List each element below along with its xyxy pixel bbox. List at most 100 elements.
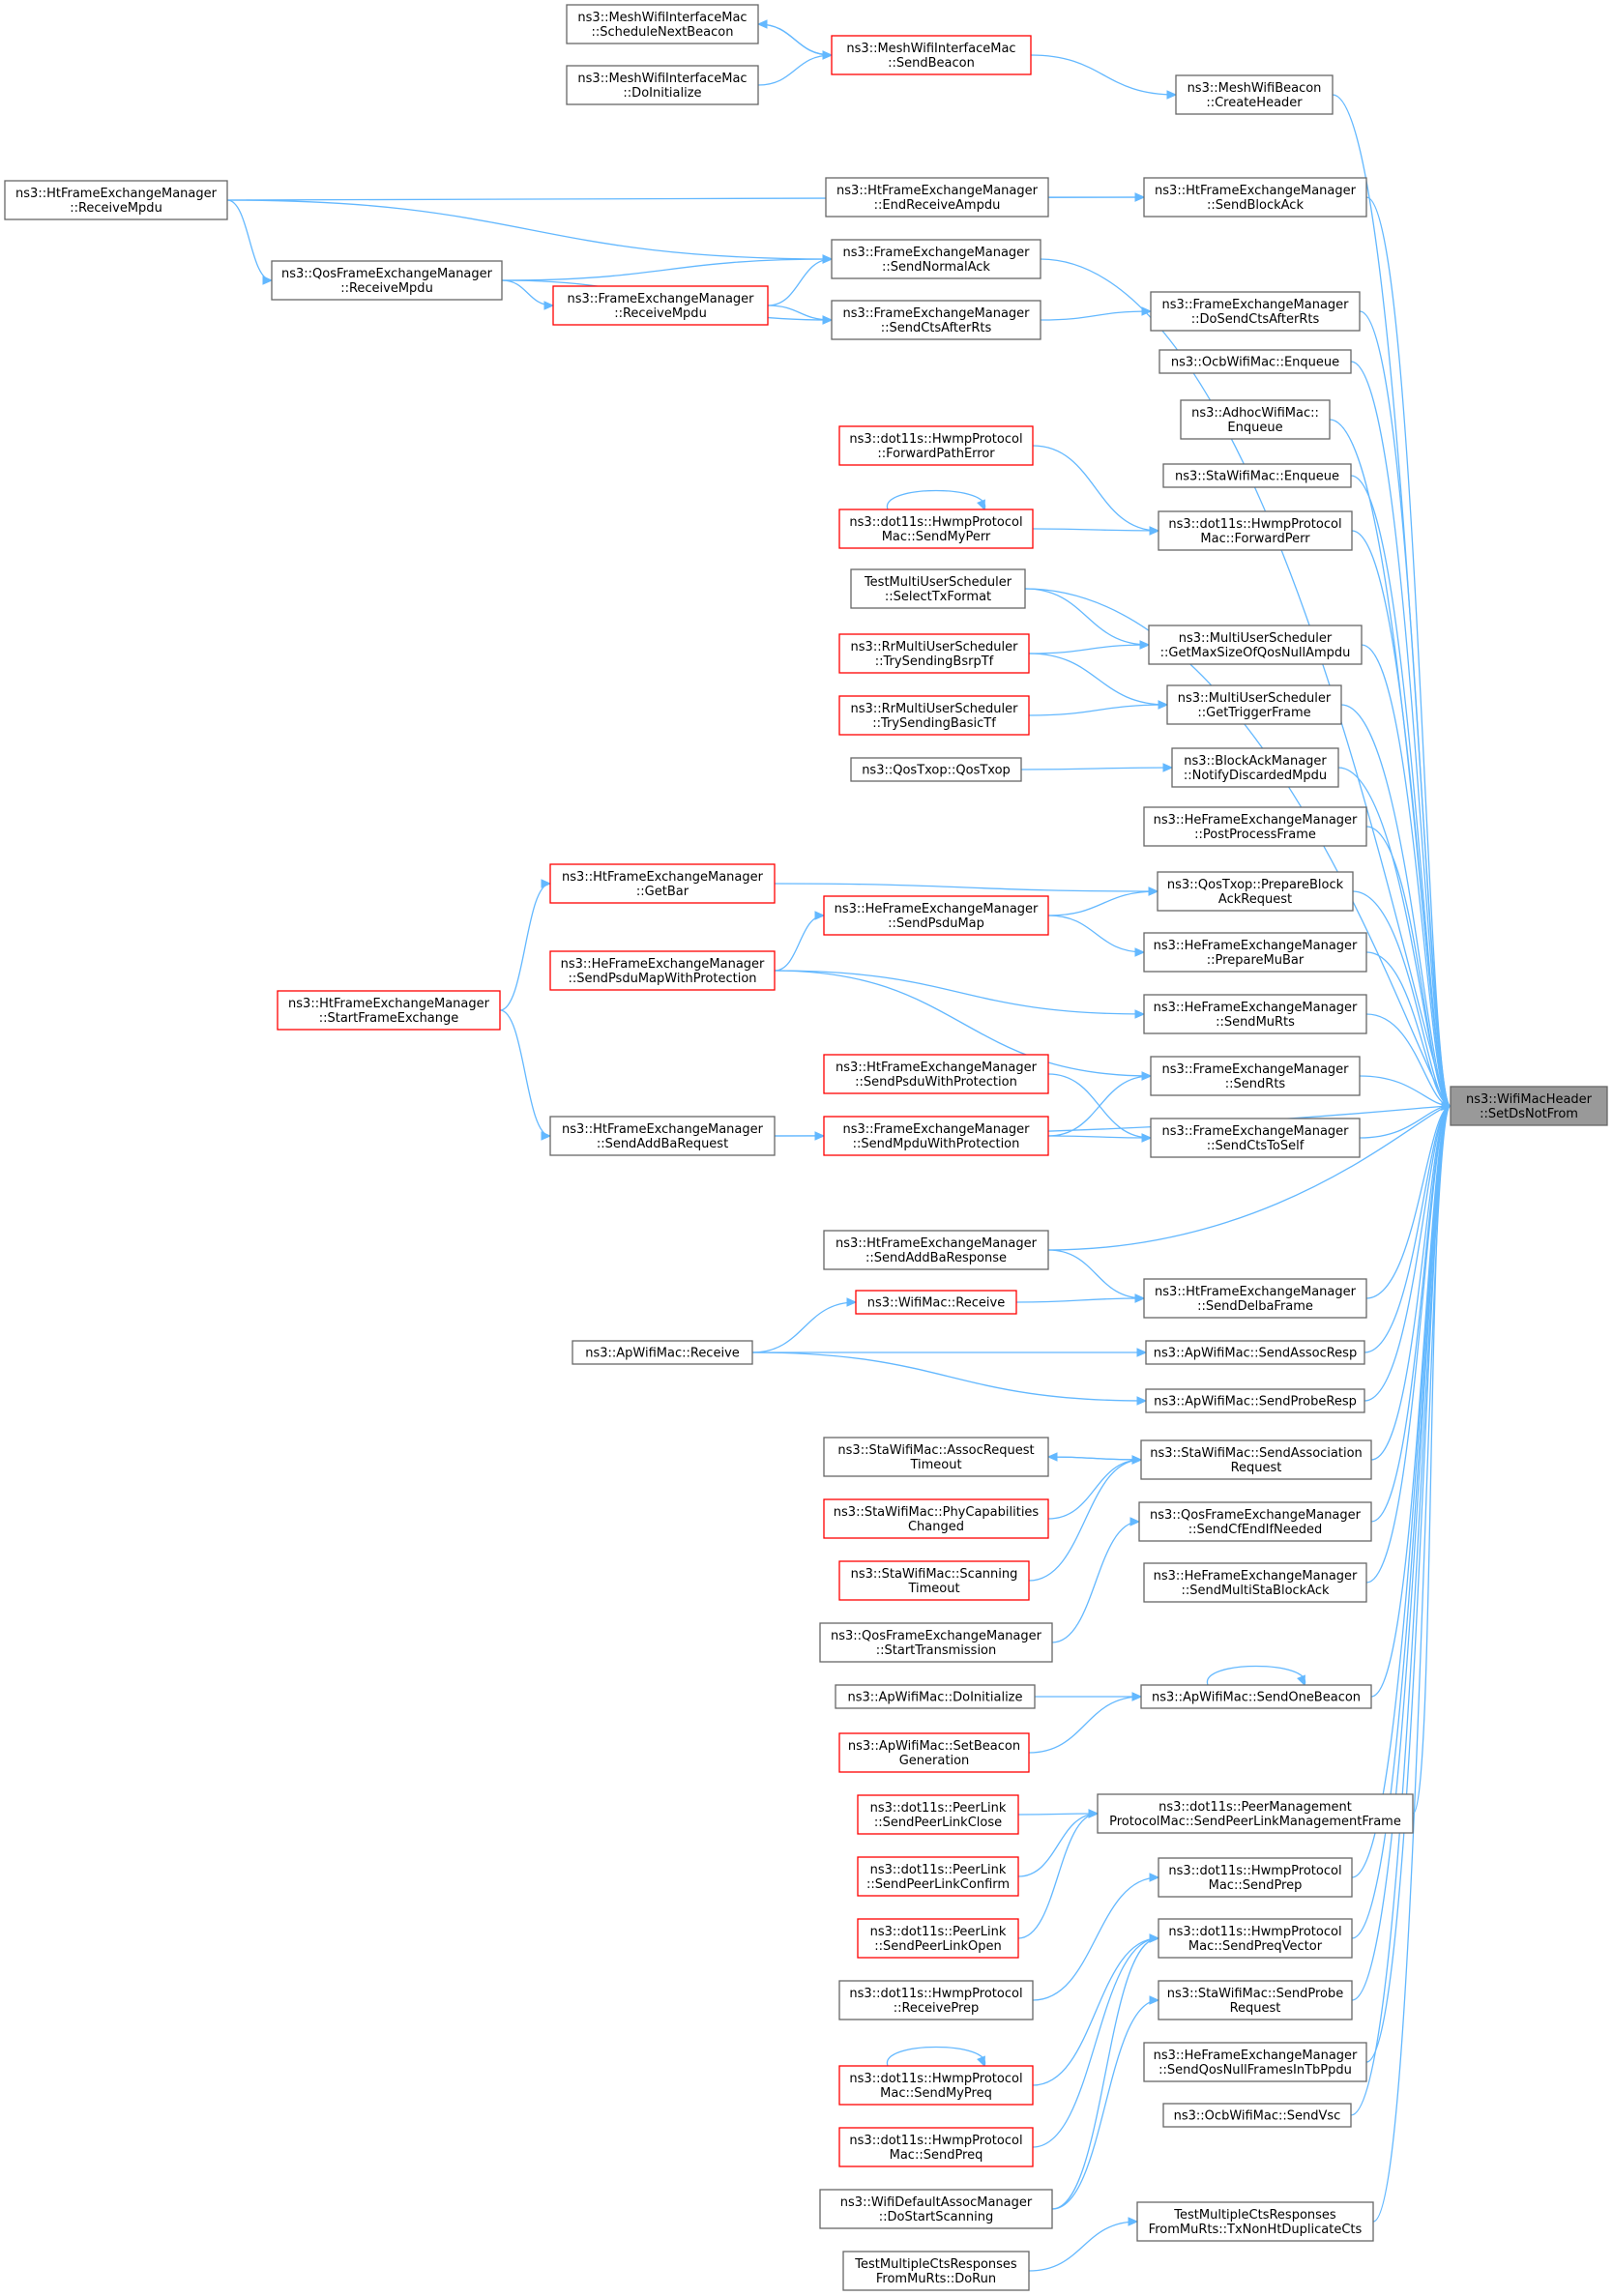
node-hwmp-forwardpatherror[interactable]: ns3::dot11s::HwmpProtocol::ForwardPathEr… <box>838 425 1034 466</box>
node-fem-sendrts[interactable]: ns3::FrameExchangeManager::SendRts <box>1150 1056 1361 1096</box>
node-meshbeacon-create[interactable]: ns3::MeshWifiBeacon::CreateHeader <box>1175 74 1334 115</box>
edge-fem-sendrts-to-focus <box>1359 1075 1452 1111</box>
node-test-txnonht[interactable]: TestMultipleCtsResponsesFromMuRts::TxNon… <box>1136 2201 1374 2242</box>
edge-line <box>1020 767 1173 770</box>
edge-arrowhead <box>1136 1396 1148 1406</box>
node-box <box>838 1560 1030 1601</box>
node-ht-receivempdu[interactable]: ns3::HtFrameExchangeManager::ReceiveMpdu <box>4 180 228 220</box>
node-ht-sendpsduwp[interactable]: ns3::HtFrameExchangeManager::SendPsduWit… <box>823 1054 1049 1094</box>
node-ap-receive[interactable]: ns3::ApWifiMac::Receive <box>572 1340 753 1365</box>
node-he-sendmultista[interactable]: ns3::HeFrameExchangeManager::SendMultiSt… <box>1143 1562 1367 1603</box>
node-he-sendmurts[interactable]: ns3::HeFrameExchangeManager::SendMuRts <box>1143 994 1367 1034</box>
node-qosfem-starttransmission[interactable]: ns3::QosFrameExchangeManager::StartTrans… <box>819 1622 1053 1663</box>
node-ht-endreceive[interactable]: ns3::HtFrameExchangeManager::EndReceiveA… <box>825 177 1049 218</box>
node-mesh-doinit[interactable]: ns3::MeshWifiInterfaceMac::DoInitialize <box>566 65 759 105</box>
node-label: Generation <box>899 1754 970 1768</box>
node-label: ns3::FrameExchangeManager <box>842 246 1030 260</box>
node-he-sendqosnull[interactable]: ns3::HeFrameExchangeManager::SendQosNull… <box>1143 2042 1367 2082</box>
node-ap-sendonebeacon[interactable]: ns3::ApWifiMac::SendOneBeacon <box>1140 1684 1372 1709</box>
node-pl-sendpeerlinkopen[interactable]: ns3::dot11s::PeerLink::SendPeerLinkOpen <box>857 1918 1019 1959</box>
node-adhoc-enqueue[interactable]: ns3::AdhocWifiMac::Enqueue <box>1180 399 1331 440</box>
node-bam-notifydiscarded[interactable]: ns3::BlockAckManager::NotifyDiscardedMpd… <box>1171 747 1339 788</box>
node-ap-sendproberesp[interactable]: ns3::ApWifiMac::SendProbeResp <box>1145 1388 1365 1413</box>
node-box <box>1150 1056 1361 1096</box>
node-ht-senddelbaframe[interactable]: ns3::HtFrameExchangeManager::SendDelbaFr… <box>1143 1278 1367 1319</box>
edge-ht-sendblockack-to-focus <box>1365 196 1452 1111</box>
node-qos-receivempdu[interactable]: ns3::QosFrameExchangeManager::ReceiveMpd… <box>271 260 503 301</box>
node-qosfem-sendcfend[interactable]: ns3::QosFrameExchangeManager::SendCfEndI… <box>1138 1501 1372 1542</box>
edge-line <box>757 23 833 56</box>
node-ht-sendblockack[interactable]: ns3::HtFrameExchangeManager::SendBlockAc… <box>1143 177 1367 218</box>
edge-line <box>1047 890 1158 916</box>
node-he-sendpsdumap[interactable]: ns3::HeFrameExchangeManager::SendPsduMap <box>823 895 1049 936</box>
node-ocb-enqueue[interactable]: ns3::OcbWifiMac::Enqueue <box>1158 349 1352 374</box>
node-focus[interactable]: ns3::WifiMacHeader::SetDsNotFrom <box>1450 1086 1608 1126</box>
node-ht-sendaddbaresponse[interactable]: ns3::HtFrameExchangeManager::SendAddBaRe… <box>823 1230 1049 1270</box>
node-label: ::ReceiveMpdu <box>70 201 162 216</box>
node-wifimac-receive[interactable]: ns3::WifiMac::Receive <box>855 1290 1017 1315</box>
node-fem-sendmpduwp[interactable]: ns3::FrameExchangeManager::SendMpduWithP… <box>823 1116 1049 1156</box>
node-mesh-sendbeacon[interactable]: ns3::MeshWifiInterfaceMac::SendBeacon <box>831 35 1032 75</box>
edge-arrowhead <box>1136 1348 1148 1357</box>
node-pl-sendpeerlinkconfirm[interactable]: ns3::dot11s::PeerLink::SendPeerLinkConfi… <box>857 1856 1019 1897</box>
edge-line <box>1047 1249 1145 1299</box>
node-box <box>1143 2042 1367 2082</box>
node-rr-trysendingbsrp[interactable]: ns3::RrMultiUserScheduler::TrySendingBsr… <box>838 633 1030 674</box>
node-hwmpmac-sendpreqvector[interactable]: ns3::dot11s::HwmpProtocolMac::SendPreqVe… <box>1158 1918 1353 1959</box>
node-he-postprocess[interactable]: ns3::HeFrameExchangeManager::PostProcess… <box>1143 806 1367 847</box>
node-pmpmac-sendpeerlinkmgmt[interactable]: ns3::dot11s::PeerManagementProtocolMac::… <box>1097 1793 1414 1834</box>
node-ht-sendaddbarequest[interactable]: ns3::HtFrameExchangeManager::SendAddBaRe… <box>549 1116 776 1156</box>
node-box <box>1158 1918 1353 1959</box>
node-hwmpmac-forwardperr[interactable]: ns3::dot11s::HwmpProtocolMac::ForwardPer… <box>1158 510 1353 551</box>
edge-ht-endreceive-to-ht-sendblockack <box>1048 192 1146 202</box>
edge-line <box>1017 1813 1099 1877</box>
node-sta-enqueue[interactable]: ns3::StaWifiMac::Enqueue <box>1162 463 1352 488</box>
node-test-selecttxformat[interactable]: TestMultiUserScheduler::SelectTxFormat <box>850 568 1026 609</box>
node-ht-startframeexchange[interactable]: ns3::HtFrameExchangeManager::StartFrameE… <box>277 990 501 1031</box>
node-fem-receivempdu[interactable]: ns3::FrameExchangeManager::ReceiveMpdu <box>552 285 769 326</box>
node-pl-sendpeerlinkclose[interactable]: ns3::dot11s::PeerLink::SendPeerLinkClose <box>857 1794 1019 1835</box>
node-ocb-sendvsc[interactable]: ns3::OcbWifiMac::SendVsc <box>1162 2103 1352 2128</box>
node-mus-getmaxsize[interactable]: ns3::MultiUserScheduler::GetMaxSizeOfQos… <box>1148 625 1363 665</box>
node-mesh-schedule[interactable]: ns3::MeshWifiInterfaceMac::ScheduleNextB… <box>566 4 759 44</box>
node-ap-doinitialize[interactable]: ns3::ApWifiMac::DoInitialize <box>835 1684 1036 1709</box>
node-box <box>1158 349 1352 374</box>
node-fem-sendnormalack[interactable]: ns3::FrameExchangeManager::SendNormalAck <box>831 239 1041 279</box>
node-label: ::SendRts <box>1225 1077 1286 1091</box>
edge-line <box>1359 1075 1452 1107</box>
node-he-preparemubar[interactable]: ns3::HeFrameExchangeManager::PrepareMuBa… <box>1143 932 1367 973</box>
node-label: ns3::QosFrameExchangeManager <box>831 1629 1042 1643</box>
node-label: ::SendMpduWithProtection <box>853 1137 1020 1151</box>
node-fem-sendctsafterrts[interactable]: ns3::FrameExchangeManager::SendCtsAfterR… <box>831 300 1041 340</box>
node-mus-gettriggerframe[interactable]: ns3::MultiUserScheduler::GetTriggerFrame <box>1166 684 1342 725</box>
node-box <box>1162 2103 1352 2128</box>
node-hwmp-receiveprep[interactable]: ns3::dot11s::HwmpProtocol::ReceivePrep <box>838 1980 1034 2020</box>
node-label: ::ForwardPathError <box>877 447 995 461</box>
node-box <box>1150 291 1361 332</box>
node-wda-dostartscanning[interactable]: ns3::WifiDefaultAssocManager::DoStartSca… <box>819 2189 1053 2229</box>
node-ap-sendassocresp[interactable]: ns3::ApWifiMac::SendAssocResp <box>1145 1340 1365 1365</box>
node-qostxop-qostxop[interactable]: ns3::QosTxop::QosTxop <box>850 757 1022 782</box>
node-label: ::SendMultiStaBlockAck <box>1181 1584 1330 1598</box>
edge-line <box>1047 1456 1142 1461</box>
node-he-sendpsdumapwp[interactable]: ns3::HeFrameExchangeManager::SendPsduMap… <box>549 950 776 991</box>
node-rr-trysendingbasic[interactable]: ns3::RrMultiUserScheduler::TrySendingBas… <box>838 695 1030 736</box>
node-fem-dosendcts[interactable]: ns3::FrameExchangeManager::DoSendCtsAfte… <box>1150 291 1361 332</box>
edge-ap-receive-to-wifimac-receive <box>751 1297 858 1353</box>
node-ht-getbar[interactable]: ns3::HtFrameExchangeManager::GetBar <box>549 863 776 904</box>
node-fem-sendctstoself[interactable]: ns3::FrameExchangeManager::SendCtsToSelf <box>1150 1118 1361 1158</box>
node-label: ::SendPeerLinkClose <box>874 1816 1002 1830</box>
node-label: ns3::MultiUserScheduler <box>1179 631 1333 646</box>
